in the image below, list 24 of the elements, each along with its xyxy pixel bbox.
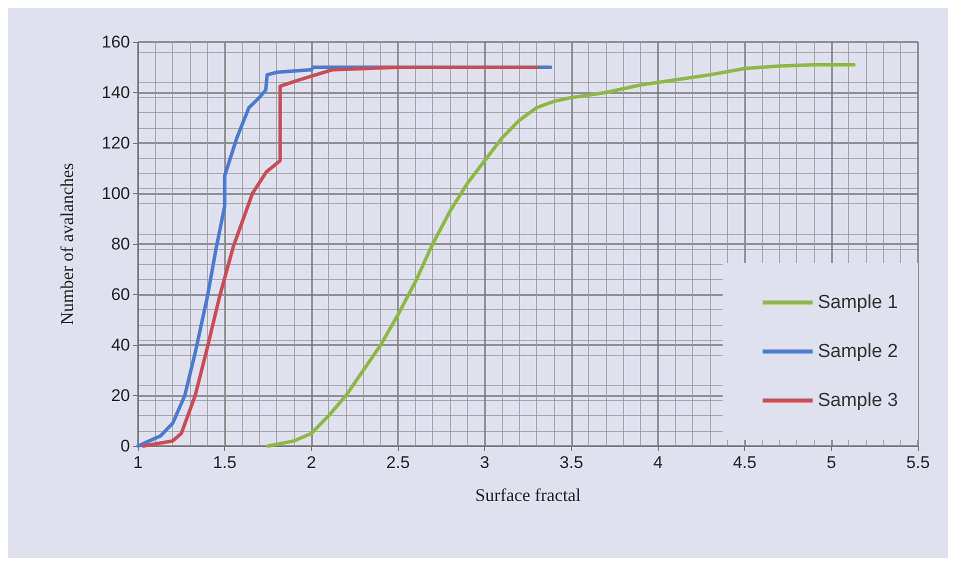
y-tick-label: 100 [102,184,130,203]
x-tick-label: 3.5 [560,453,584,472]
y-tick-label: 140 [102,83,130,102]
y-axis-title: Number of avalanches [57,163,77,325]
x-tick-label: 1 [133,453,143,472]
y-tick-label: 20 [111,386,130,405]
x-tick-label: 3 [480,453,490,472]
legend-label: Sample 1 [818,292,898,313]
y-tick-label: 60 [111,285,130,304]
x-tick-label: 2 [306,453,316,472]
x-tick-label: 4 [653,453,663,472]
x-tick-label: 5.5 [906,453,930,472]
x-tick-label: 5 [826,453,836,472]
y-tick-label: 160 [102,32,130,52]
x-tick-label: 4.5 [732,453,756,472]
x-tick-label: 2.5 [386,453,410,472]
y-tick-label: 80 [111,234,130,254]
y-tick-label: 120 [102,134,130,152]
y-tick-label: 0 [120,436,130,456]
legend-label: Sample 2 [818,341,898,362]
x-axis-title: Surface fractal [475,485,581,505]
y-tick-label: 40 [111,336,130,354]
legend-label: Sample 3 [818,390,898,411]
x-tick-label: 1.5 [212,453,236,472]
